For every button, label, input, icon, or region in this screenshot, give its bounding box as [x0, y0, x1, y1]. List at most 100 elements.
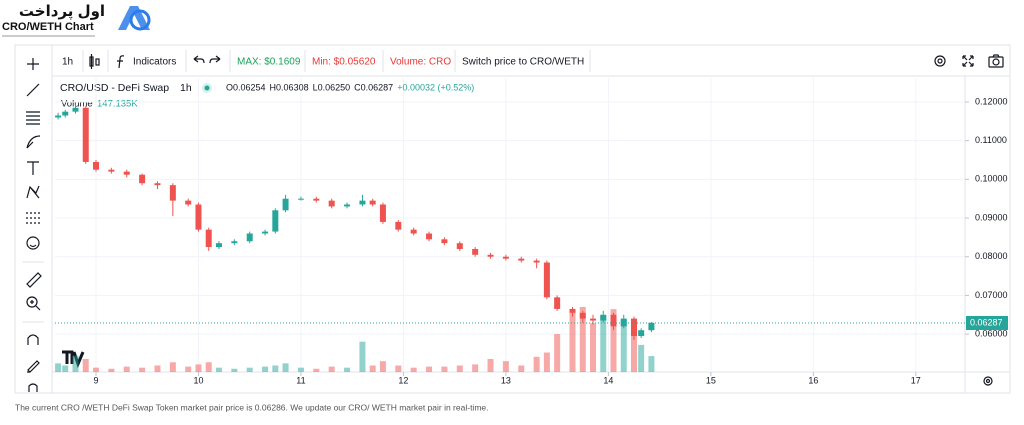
measure-tool[interactable]	[26, 272, 42, 288]
volume-bar	[379, 361, 386, 372]
undo[interactable]	[193, 55, 205, 64]
candle-body	[82, 107, 89, 162]
volume-bar	[395, 365, 402, 372]
candle-body	[262, 231, 269, 234]
hide-tool[interactable]	[28, 383, 38, 392]
volume-bar	[456, 365, 463, 372]
volume-bar	[502, 361, 509, 372]
volume-bar	[359, 341, 366, 372]
volume-bar	[154, 365, 161, 372]
indicators-button[interactable]: Indicators	[133, 57, 176, 68]
magnet-tool[interactable]	[27, 334, 39, 345]
volume-bar	[554, 334, 561, 372]
indicators-icon[interactable]	[117, 55, 125, 69]
volume-bar	[231, 368, 238, 372]
volume-bar	[62, 365, 69, 372]
symbol-interval: 1h	[180, 82, 192, 94]
y-tick-label: 0.09000	[975, 212, 1008, 222]
fib-tool[interactable]	[26, 111, 40, 125]
volume-bar	[630, 326, 637, 372]
candle-body	[600, 314, 607, 321]
fullscreen-icon[interactable]	[962, 55, 974, 67]
icon-tool[interactable]	[26, 236, 40, 250]
candle-body	[533, 260, 540, 263]
x-tick-label: 10	[193, 375, 203, 385]
volume-bar	[195, 364, 202, 372]
candle-body	[395, 221, 402, 230]
volume-bar	[600, 315, 607, 372]
x-tick-label: 12	[398, 375, 408, 385]
candle-body	[543, 262, 550, 298]
status-dot	[204, 85, 210, 91]
trend-line-tool[interactable]	[26, 83, 40, 97]
logo: اول پرداخت CRO/WETH Chart	[2, 3, 151, 37]
y-tick-label: 0.12000	[975, 96, 1008, 106]
chart-legend: CRO/USD - DeFi Swap 1h Volume 147.135K	[60, 82, 212, 110]
volume-bar	[139, 367, 146, 372]
candle-body	[579, 312, 586, 319]
volume-bar	[262, 366, 269, 372]
switch-pair-button[interactable]: Switch price to CRO/WETH	[462, 57, 584, 68]
lock-drawing-tool[interactable]	[27, 360, 40, 373]
volume-bar	[426, 366, 433, 372]
candle-body	[554, 297, 561, 309]
interval-button[interactable]: 1h	[62, 57, 73, 68]
candle-body	[590, 318, 597, 321]
ohlc-value: O0.06254	[226, 82, 266, 92]
x-tick-label: 16	[808, 375, 818, 385]
candle-body	[231, 241, 238, 244]
volume-bar	[579, 307, 586, 372]
candle-body	[426, 233, 433, 240]
x-tick-label: 15	[706, 375, 716, 385]
candle-body	[379, 204, 386, 222]
last-price-box	[966, 315, 1008, 330]
volume-unit[interactable]: Volume: CRO	[390, 57, 451, 68]
y-tick-label: 0.08000	[975, 251, 1008, 261]
volume-bar	[487, 359, 494, 372]
volume-bar	[648, 356, 655, 372]
pattern-tool[interactable]	[26, 185, 40, 199]
candle-body	[272, 210, 279, 232]
widget-frame	[14, 44, 1011, 394]
volume-bar	[272, 365, 279, 372]
crosshair-tool[interactable]	[27, 58, 39, 70]
axis-settings-icon[interactable]	[983, 376, 993, 386]
settings-icon[interactable]	[934, 55, 946, 67]
volume-bar	[297, 367, 304, 372]
text-tool[interactable]	[27, 161, 39, 175]
candle-body	[154, 183, 161, 186]
prediction-tool[interactable]	[26, 212, 40, 224]
zoom-tool[interactable]	[26, 296, 41, 311]
volume-bar	[313, 368, 320, 372]
chart-type-icon[interactable]	[89, 54, 100, 69]
ohlc-value: L0.06250	[313, 82, 351, 92]
redo[interactable]	[209, 55, 221, 64]
volume-label: Volume	[61, 99, 93, 110]
volume-bar	[533, 356, 540, 372]
snapshot-icon[interactable]	[988, 54, 1004, 68]
candle-body	[456, 243, 463, 249]
candle-body	[620, 318, 627, 327]
candle-body	[487, 254, 494, 257]
volume-bar	[441, 366, 448, 372]
candle-body	[108, 169, 115, 172]
candle-body	[205, 229, 212, 248]
volume-bar	[610, 309, 617, 372]
candle-body	[55, 115, 62, 118]
x-tick-label: 13	[501, 375, 511, 385]
candle-body	[410, 229, 417, 234]
candle-body	[648, 322, 655, 331]
candle-body	[502, 256, 509, 259]
volume-bar	[369, 365, 376, 372]
ohlc-value: +0.00032 (+0.52%)	[397, 82, 474, 92]
candle-body	[630, 318, 637, 337]
plot-area	[55, 78, 965, 372]
candle-body	[246, 233, 253, 242]
volume-bar	[410, 367, 417, 372]
brush-tool[interactable]	[26, 135, 41, 149]
x-tick-label: 17	[911, 375, 921, 385]
x-tick-label: 9	[93, 375, 98, 385]
candle-body	[359, 200, 366, 205]
volume-bar	[518, 365, 525, 372]
